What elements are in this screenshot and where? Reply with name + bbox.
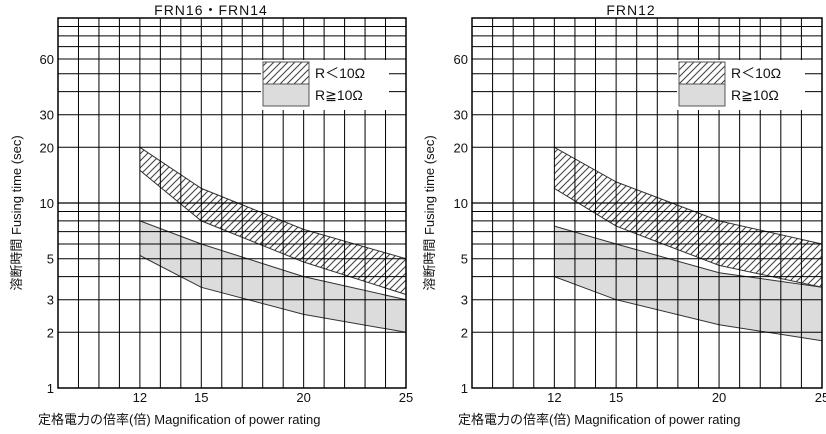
y-tick-label: 2: [47, 325, 54, 340]
legend-swatch-r-over-10: [678, 83, 726, 107]
x-tick-label: 25: [399, 390, 413, 405]
y-tick-label: 30: [454, 108, 468, 123]
band-lower-line: [139, 170, 407, 295]
x-tick-label: 15: [609, 390, 623, 405]
chart-title: FRN12: [606, 2, 655, 18]
x-tick-label: 12: [547, 390, 561, 405]
y-tick-label: 60: [40, 52, 54, 67]
x-axis-label: 定格電力の倍率(倍) Magnification of power rating: [38, 412, 320, 427]
y-tick-label: 5: [47, 252, 54, 267]
legend-label-r-under-10: R＜10Ω: [731, 65, 781, 81]
band-upper-line: [554, 146, 823, 245]
x-tick-label: 20: [712, 390, 726, 405]
x-tick-label: 20: [296, 390, 310, 405]
y-tick-label: 60: [454, 52, 468, 67]
y-tick-label: 3: [47, 293, 54, 308]
legend-label-r-over-10: R≧10Ω: [315, 87, 363, 103]
band-upper-line: [139, 220, 407, 301]
y-tick-label: 2: [461, 325, 468, 340]
x-tick-label: 15: [194, 390, 208, 405]
y-tick-label: 5: [461, 252, 468, 267]
x-tick-label: 25: [815, 390, 826, 405]
band-lower-line: [139, 255, 407, 333]
legend-swatch-r-over-10: [262, 83, 310, 107]
x-axis-label: 定格電力の倍率(倍) Magnification of power rating: [458, 412, 740, 427]
band-r-over-10: [554, 226, 822, 341]
y-tick-label: 20: [454, 140, 468, 155]
y-axis-label: 溶断時間 Fusing time (sec): [422, 135, 437, 290]
y-tick-label: 3: [461, 293, 468, 308]
y-tick-label: 10: [454, 196, 468, 211]
chart-title: FRN16・FRN14: [154, 2, 268, 18]
y-axis-label: 溶断時間 Fusing time (sec): [9, 135, 24, 290]
band-r-under-10: [554, 147, 822, 288]
x-tick-label: 12: [133, 390, 147, 405]
legend-swatch-r-under-10: [678, 61, 726, 85]
y-tick-label: 1: [461, 381, 468, 396]
y-tick-label: 10: [40, 196, 54, 211]
y-tick-label: 20: [40, 140, 54, 155]
legend-label-r-under-10: R＜10Ω: [315, 65, 365, 81]
legend-swatch-r-under-10: [262, 61, 310, 85]
legend-label-r-over-10: R≧10Ω: [731, 87, 779, 103]
y-tick-label: 1: [47, 381, 54, 396]
y-tick-label: 30: [40, 108, 54, 123]
plot-frame: [57, 17, 407, 389]
plot-frame: [471, 17, 823, 389]
